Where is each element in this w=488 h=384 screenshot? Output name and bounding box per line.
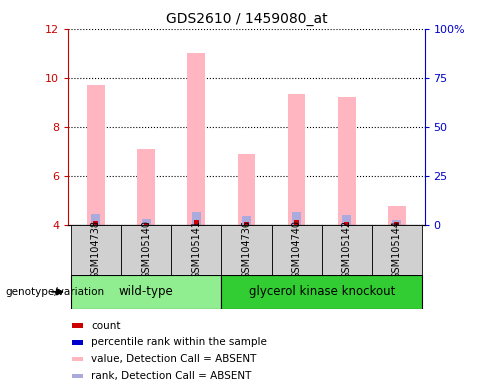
Bar — [322, 225, 372, 275]
Bar — [87, 85, 105, 225]
Bar — [394, 222, 400, 225]
Bar — [222, 275, 422, 309]
Text: count: count — [91, 321, 121, 331]
Bar — [72, 323, 83, 328]
Bar — [222, 225, 271, 275]
Text: rank, Detection Call = ABSENT: rank, Detection Call = ABSENT — [91, 371, 252, 381]
Text: GSM105141: GSM105141 — [191, 220, 201, 279]
Text: GSM105140: GSM105140 — [141, 220, 151, 279]
Bar — [294, 220, 299, 225]
Bar — [143, 223, 149, 225]
Bar — [93, 221, 99, 225]
Bar — [71, 225, 121, 275]
Bar — [338, 98, 356, 225]
Text: wild-type: wild-type — [119, 285, 173, 298]
Bar — [342, 215, 351, 225]
Bar — [187, 53, 205, 225]
Bar — [72, 340, 83, 344]
Bar — [121, 225, 171, 275]
Title: GDS2610 / 1459080_at: GDS2610 / 1459080_at — [165, 12, 327, 26]
Bar — [242, 216, 251, 225]
Bar — [344, 222, 349, 225]
Text: GSM104740: GSM104740 — [292, 220, 302, 279]
Text: value, Detection Call = ABSENT: value, Detection Call = ABSENT — [91, 354, 257, 364]
Bar — [71, 275, 222, 309]
Text: percentile rank within the sample: percentile rank within the sample — [91, 338, 267, 348]
Text: GSM104738: GSM104738 — [91, 220, 101, 279]
Text: genotype/variation: genotype/variation — [5, 287, 104, 297]
Bar — [192, 212, 201, 225]
Bar — [372, 225, 422, 275]
Bar — [72, 357, 83, 361]
Text: GSM105144: GSM105144 — [392, 220, 402, 279]
Bar — [137, 149, 155, 225]
Text: GSM104736: GSM104736 — [242, 220, 251, 279]
Bar — [238, 154, 255, 225]
Text: GSM105142: GSM105142 — [342, 220, 352, 279]
Bar — [142, 218, 151, 225]
Bar — [244, 222, 249, 225]
Bar — [388, 206, 406, 225]
Bar — [292, 212, 301, 225]
Bar — [288, 94, 305, 225]
Bar — [72, 374, 83, 378]
Bar — [91, 214, 101, 225]
Bar — [271, 225, 322, 275]
Bar — [194, 220, 199, 225]
Bar — [392, 220, 402, 225]
Bar — [171, 225, 222, 275]
Text: glycerol kinase knockout: glycerol kinase knockout — [248, 285, 395, 298]
